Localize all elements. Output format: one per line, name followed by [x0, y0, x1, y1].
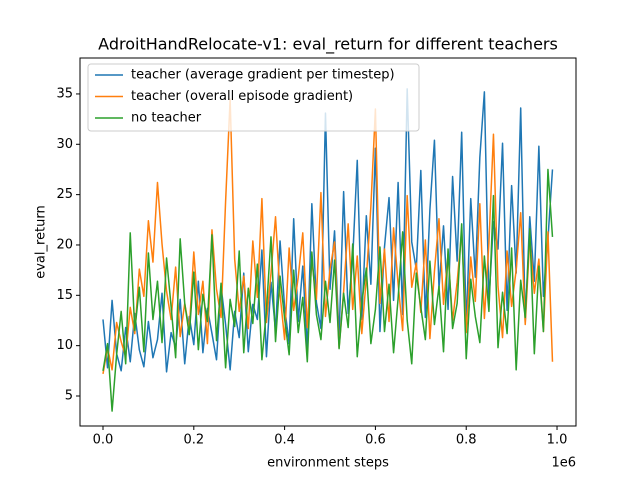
x-offset-label: 1e6	[551, 456, 576, 471]
y-tick-label: 25	[56, 187, 73, 202]
x-tick-label: 0.6	[365, 433, 386, 448]
y-tick-label: 15	[56, 288, 73, 303]
y-tick-label: 20	[56, 237, 73, 252]
legend-label: teacher (overall episode gradient)	[131, 89, 353, 104]
y-tick-label: 5	[65, 388, 73, 403]
y-tick-label: 35	[56, 86, 73, 101]
chart-title: AdroitHandRelocate-v1: eval_return for d…	[98, 35, 558, 55]
legend-box	[87, 63, 420, 132]
legend-label: no teacher	[131, 111, 202, 126]
series-line	[102, 88, 554, 373]
x-tick-label: 0.2	[183, 433, 204, 448]
y-axis-label: eval_return	[34, 205, 49, 279]
x-tick-label: 0.8	[456, 433, 477, 448]
y-tick-label: 30	[56, 137, 73, 152]
x-tick-label: 0.0	[93, 433, 114, 448]
plot-area	[102, 88, 554, 412]
y-tick-label: 10	[56, 338, 73, 353]
x-tick-label: 0.4	[274, 433, 295, 448]
series-line	[102, 168, 554, 412]
x-axis-label: environment steps	[267, 456, 389, 471]
axes-frame	[79, 57, 577, 427]
legend: teacher (average gradient per timestep) t…	[87, 63, 420, 132]
legend-label: teacher (average gradient per timestep)	[131, 68, 395, 83]
x-tick-label: 1.0	[547, 433, 568, 448]
